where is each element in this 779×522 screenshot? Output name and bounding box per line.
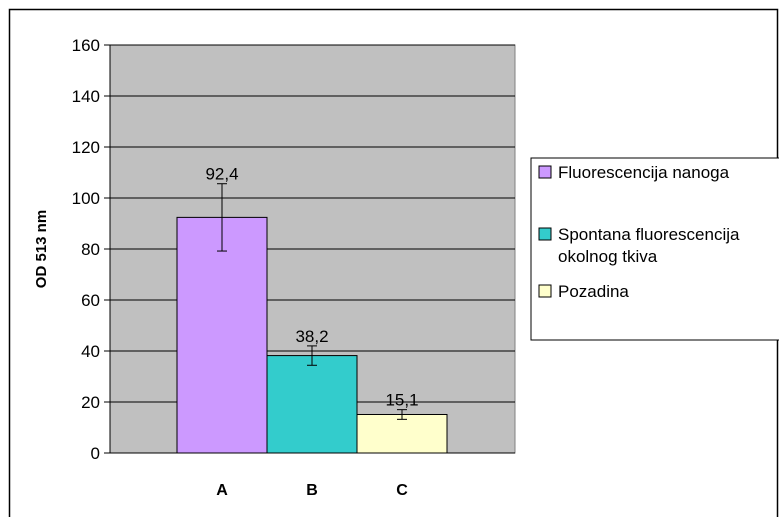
y-axis-title: OD 513 nm — [33, 210, 50, 288]
legend-swatch — [538, 227, 552, 241]
legend-label: Fluorescencija nanoga — [558, 163, 730, 182]
legend-label: okolnog tkiva — [558, 247, 658, 266]
bar-A — [176, 216, 268, 454]
data-labels: 92,4 38,2 15,1 — [205, 165, 418, 410]
x-tick-label: A — [216, 482, 228, 499]
data-label: 38,2 — [295, 327, 328, 346]
legend-box — [530, 157, 779, 341]
legend-swatch — [538, 284, 552, 298]
y-tick-label: 0 — [91, 444, 100, 463]
legend-label: Pozadina — [558, 282, 629, 301]
legend: Fluorescencija nanoga Spontana fluorescen… — [530, 157, 779, 341]
x-tick-label: B — [306, 482, 318, 499]
y-tick-label: 160 — [72, 36, 100, 55]
y-tick-label: 100 — [72, 189, 100, 208]
y-tick-label: 20 — [81, 393, 100, 412]
data-label: 15,1 — [385, 391, 418, 410]
y-tick-label: 140 — [72, 87, 100, 106]
y-tick-label: 120 — [72, 138, 100, 157]
y-tick-label: 40 — [81, 342, 100, 361]
bar-B — [266, 355, 358, 454]
legend-swatch — [538, 165, 552, 179]
legend-label: Spontana fluorescencija — [558, 225, 740, 244]
data-label: 92,4 — [205, 165, 238, 184]
y-tick-label: 80 — [81, 240, 100, 259]
error-bars — [217, 183, 407, 420]
axes: 0 20 40 60 80 100 120 140 160 A B C — [72, 36, 515, 499]
bars — [176, 216, 448, 454]
y-tick-label: 60 — [81, 291, 100, 310]
bar-C — [356, 413, 448, 454]
x-tick-label: C — [396, 482, 408, 499]
